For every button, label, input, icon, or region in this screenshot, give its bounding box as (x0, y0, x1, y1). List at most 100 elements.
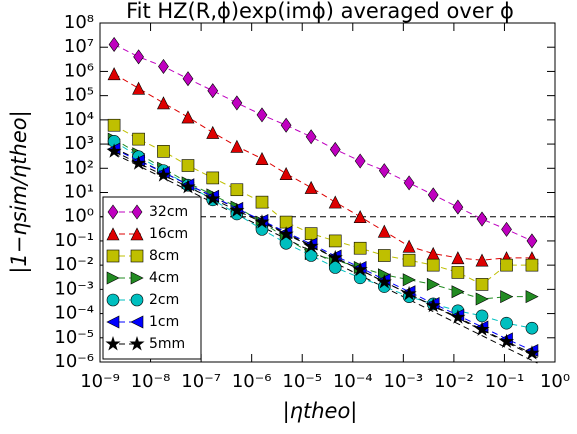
marker (133, 49, 144, 65)
series-line (113, 148, 533, 351)
marker (304, 249, 318, 262)
marker (181, 159, 195, 172)
marker (402, 239, 416, 253)
x-tick-label: 10⁻⁴ (333, 371, 373, 392)
marker (426, 258, 440, 272)
marker (426, 246, 440, 260)
y-tick-label: 10⁻² (54, 254, 94, 275)
marker (425, 297, 441, 313)
marker (451, 285, 465, 299)
marker (476, 211, 488, 227)
guide-line (113, 147, 538, 359)
marker (132, 81, 146, 95)
marker (353, 210, 367, 224)
y-tick-label: 10⁷ (64, 36, 94, 57)
marker (354, 153, 366, 169)
marker (158, 58, 169, 75)
marker (328, 195, 342, 209)
marker (280, 117, 292, 133)
x-tick-label: 10⁻⁷ (181, 371, 221, 392)
marker (328, 261, 342, 274)
legend-label: 5mm (149, 336, 185, 352)
marker (525, 258, 539, 272)
marker (328, 234, 342, 248)
x-tick-label: 10⁻³ (384, 371, 424, 392)
marker (500, 316, 513, 330)
marker (130, 249, 144, 263)
guide-line (113, 153, 538, 364)
marker (106, 315, 120, 329)
marker (377, 224, 391, 238)
marker (451, 251, 465, 265)
marker (475, 278, 489, 291)
legend-label: 32cm (149, 204, 188, 220)
marker (352, 261, 368, 277)
marker (305, 129, 317, 145)
x-tick-label: 10⁻⁵ (282, 371, 322, 392)
marker (206, 171, 220, 185)
marker (450, 309, 466, 324)
y-tick-label: 10⁻⁴ (54, 303, 94, 324)
marker (475, 292, 489, 306)
marker (106, 293, 120, 307)
x-axis-label: |ηtheo| (283, 399, 358, 424)
marker (377, 249, 391, 262)
y-tick-label: 10⁶ (64, 60, 94, 81)
x-tick-label: 10⁻² (434, 371, 474, 392)
marker (156, 96, 170, 110)
marker (279, 236, 293, 250)
y-tick-label: 10³ (64, 133, 94, 154)
marker (106, 249, 120, 263)
marker (525, 290, 539, 304)
legend-label: 2cm (149, 292, 179, 308)
marker (131, 155, 147, 170)
marker (256, 107, 268, 123)
y-tick-label: 10⁻⁶ (54, 351, 94, 372)
marker (475, 309, 489, 323)
marker (129, 336, 145, 351)
marker (353, 241, 367, 255)
marker (451, 266, 465, 279)
marker (474, 321, 490, 336)
marker (376, 274, 392, 289)
marker (230, 139, 244, 153)
x-tick-label: 10⁻⁹ (80, 371, 120, 392)
marker (524, 345, 540, 360)
marker (403, 175, 415, 191)
marker (500, 258, 513, 272)
marker (130, 293, 144, 307)
marker (402, 273, 416, 287)
y-tick-label: 10⁴ (64, 109, 94, 130)
marker (353, 271, 367, 285)
marker (498, 333, 515, 348)
chart-title: Fit HZ(R,ϕ)exp(imϕ) averaged over ϕ (126, 0, 514, 23)
y-axis-label: |1−ηsim/ηtheo| (7, 110, 32, 273)
marker (475, 253, 489, 267)
marker (106, 271, 120, 285)
series-line (113, 150, 533, 354)
marker (130, 271, 144, 285)
marker (206, 125, 220, 139)
marker (231, 95, 243, 111)
marker (329, 141, 341, 157)
marker (107, 67, 121, 81)
y-tick-label: 10⁵ (64, 85, 94, 106)
y-tick-label: 10⁻⁵ (54, 327, 94, 348)
legend-label: 16cm (149, 226, 188, 242)
marker (182, 71, 194, 87)
plot-frame (99, 22, 556, 363)
marker (181, 110, 195, 124)
marker (255, 195, 269, 209)
marker (207, 83, 219, 99)
marker (452, 199, 464, 215)
marker (157, 145, 170, 158)
x-tick-label: 10⁻⁶ (232, 371, 272, 392)
marker (279, 166, 293, 180)
marker (155, 167, 172, 182)
marker (401, 285, 417, 301)
y-tick-label: 10¹ (64, 182, 94, 203)
y-tick-label: 10⁸ (64, 12, 94, 33)
marker (130, 227, 144, 241)
marker (304, 180, 318, 194)
